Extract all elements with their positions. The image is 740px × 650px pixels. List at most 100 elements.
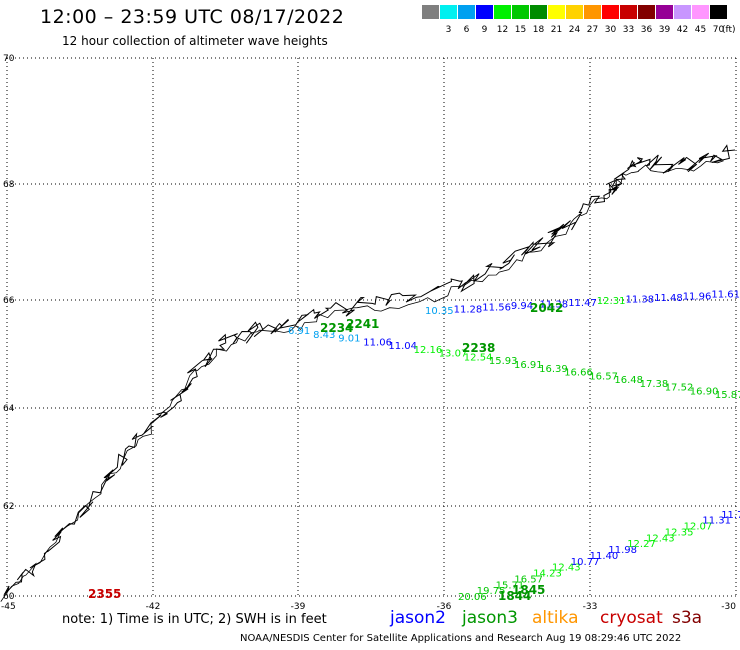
legend-swatch xyxy=(548,5,565,19)
wave-height-label: 12.07 xyxy=(684,522,713,533)
wave-height-label: 12.35 xyxy=(665,528,694,539)
legend-label: 6 xyxy=(463,25,470,35)
wave-height-label: 15.87 xyxy=(715,390,740,401)
legend-label: 36 xyxy=(640,25,653,35)
wave-height-label: 9.94 xyxy=(511,301,533,312)
lat-tick-label: 66 xyxy=(3,296,15,306)
coastline-path xyxy=(4,144,736,595)
track-time-label: 1844 xyxy=(498,589,531,603)
lat-tick-label: 70 xyxy=(3,54,15,64)
wave-height-label: 12.27 xyxy=(627,539,656,550)
legend-label: 45 xyxy=(694,25,707,35)
legend-swatch xyxy=(674,5,691,19)
track-time-label: 2241 xyxy=(346,317,379,331)
track-time-label: 2234 xyxy=(320,321,353,335)
legend-swatch xyxy=(458,5,475,19)
track-time-label: 2238 xyxy=(462,341,495,355)
wave-height-label: 14.23 xyxy=(533,569,562,580)
wave-height-label: 17.52 xyxy=(665,383,694,394)
map-title: 12:00 – 23:59 UTC 08/17/2022 xyxy=(40,6,345,28)
footer-note: note: 1) Time is in UTC; 2) SWH is in fe… xyxy=(62,612,327,627)
wave-height-label: 12.43 xyxy=(646,533,675,544)
legend-label: 21 xyxy=(550,25,563,35)
lon-tick-label: -33 xyxy=(583,602,598,612)
wave-height-label: 12.16 xyxy=(414,345,443,356)
wave-height-label: 16.91 xyxy=(514,360,543,371)
legend-label: 27 xyxy=(586,25,599,35)
wave-height-label: 11.28 xyxy=(454,304,483,315)
track-time-label: 2042 xyxy=(530,301,563,315)
lat-tick-label: 64 xyxy=(3,404,15,414)
legend-label: 33 xyxy=(622,25,635,35)
footer-credit: NOAA/NESDIS Center for Satellite Applica… xyxy=(240,633,682,644)
wave-height-label: 11.47 xyxy=(568,298,597,309)
legend-label: 3 xyxy=(445,25,452,35)
satellite-name: jason2 xyxy=(390,608,446,628)
wave-height-label: 19.75 xyxy=(477,586,506,597)
altimeter-tracks: 6.91 8.43 9.01 11.0611.0412.1613.0712.5415.… xyxy=(88,290,740,603)
satellite-name: cryosat xyxy=(600,608,663,628)
legend-swatch xyxy=(440,5,457,19)
lon-tick-label: -36 xyxy=(437,602,452,612)
wave-height-label: 16.57 xyxy=(514,574,543,585)
wave-height-label: 6.91 xyxy=(288,326,310,337)
wave-height-label: 16.48 xyxy=(614,375,643,386)
wave-height-label: 11.38 xyxy=(626,295,655,306)
wave-height-label: 15.93 xyxy=(489,356,518,367)
wave-height-label: 12.54 xyxy=(464,352,493,363)
lon-tick-label: -42 xyxy=(146,602,161,612)
legend-swatch xyxy=(566,5,583,19)
wave-height-label: 11.40 xyxy=(590,551,619,562)
wave-height-label: 16.39 xyxy=(539,364,568,375)
greenland-coastline xyxy=(0,144,736,602)
legend-swatch xyxy=(476,5,493,19)
lat-lon-grid xyxy=(6,57,737,597)
legend-unit: (ft) xyxy=(722,25,736,35)
wave-height-label: 16.90 xyxy=(690,386,719,397)
satellite-name: jason3 xyxy=(462,608,518,628)
satellite-name: s3a xyxy=(672,608,703,628)
wave-height-label: 15.71 xyxy=(496,580,525,591)
lon-tick-label: -30 xyxy=(721,602,736,612)
wave-height-label: 11.48 xyxy=(654,293,683,304)
wave-height-label: 17.38 xyxy=(640,379,669,390)
legend-swatch xyxy=(656,5,673,19)
wave-height-label: 8.43 xyxy=(313,330,335,341)
wave-height-label: 10.35 xyxy=(425,306,454,317)
legend-swatch xyxy=(602,5,619,19)
legend-label: 42 xyxy=(676,25,689,35)
legend-label: 39 xyxy=(658,25,671,35)
wave-height-label: 11.38 xyxy=(540,300,569,311)
legend-swatch xyxy=(530,5,547,19)
legend-swatch xyxy=(620,5,637,19)
legend-label: 18 xyxy=(532,25,545,35)
wave-height-label: 12.43 xyxy=(552,563,581,574)
wave-height-label: 11.31 xyxy=(702,516,731,527)
wave-height-label: 20.06 xyxy=(458,592,487,603)
legend-label: 12 xyxy=(496,25,509,35)
wave-height-label: 16.66 xyxy=(564,368,593,379)
map-subtitle: 12 hour collection of altimeter wave hei… xyxy=(62,34,328,48)
lat-tick-label: 62 xyxy=(3,502,14,512)
legend-label: 9 xyxy=(481,25,488,35)
wave-height-label: 11.71 xyxy=(721,510,740,521)
wave-height-label: 10.77 xyxy=(571,557,600,568)
wave-height-label: 11.98 xyxy=(608,545,637,556)
wave-height-label: 11.04 xyxy=(388,341,417,352)
wave-height-label: 9.01 xyxy=(338,334,360,345)
legend-swatch xyxy=(584,5,601,19)
axis-ticks: 70 68 66 64 62 60-45 -42 -39 -36 -33 -30 xyxy=(1,54,736,612)
legend-label: 30 xyxy=(604,25,617,35)
legend-swatch xyxy=(422,5,439,19)
lat-tick-label: 68 xyxy=(3,180,15,190)
legend-label: 24 xyxy=(568,25,581,35)
wave-height-label: 11.96 xyxy=(683,291,712,302)
wave-height-label: 16.57 xyxy=(589,371,618,382)
wave-height-label: 11.06 xyxy=(363,337,392,348)
wave-height-label: 11.56 xyxy=(482,303,511,314)
lon-tick-label: -39 xyxy=(291,602,306,612)
track-time-label: 1845 xyxy=(512,583,545,597)
lon-tick-label: -45 xyxy=(1,602,16,612)
legend-swatch xyxy=(638,5,655,19)
